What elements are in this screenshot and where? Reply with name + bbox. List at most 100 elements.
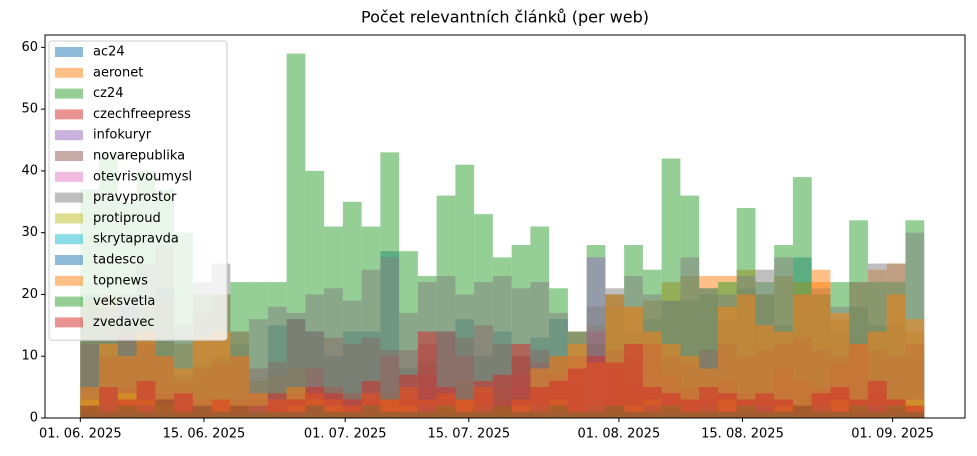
y-tick-label: 30 bbox=[21, 225, 38, 240]
bar bbox=[567, 368, 587, 418]
bar bbox=[192, 405, 212, 418]
legend-swatch bbox=[55, 151, 83, 161]
bar bbox=[380, 399, 400, 418]
bar bbox=[774, 331, 793, 418]
bar bbox=[530, 387, 550, 418]
bar bbox=[436, 387, 456, 418]
bar bbox=[342, 300, 362, 418]
legend-label: czechfreepress bbox=[93, 107, 191, 122]
legend-label: otevrisvoumysl bbox=[93, 169, 192, 184]
bar bbox=[886, 294, 906, 418]
legend-label: ac24 bbox=[93, 45, 125, 60]
bar bbox=[436, 275, 456, 418]
legend-box bbox=[48, 40, 228, 341]
bar bbox=[342, 399, 362, 418]
bar bbox=[811, 282, 831, 418]
bar bbox=[680, 399, 700, 418]
legend-label: veksvetla bbox=[93, 294, 155, 309]
bar bbox=[99, 387, 118, 418]
legend-swatch bbox=[55, 171, 83, 182]
bar bbox=[399, 374, 418, 418]
legend-swatch bbox=[55, 296, 83, 307]
bar bbox=[492, 374, 512, 418]
bar bbox=[755, 393, 775, 418]
bar bbox=[661, 393, 681, 418]
bar bbox=[455, 399, 475, 418]
y-tick-label: 20 bbox=[21, 287, 38, 302]
bar bbox=[155, 399, 175, 418]
y-tick-label: 60 bbox=[21, 40, 38, 55]
x-tick-label: 15. 08. 2025 bbox=[701, 427, 784, 442]
bar bbox=[905, 405, 925, 418]
bar bbox=[305, 387, 325, 418]
legend-swatch bbox=[55, 234, 83, 245]
bar bbox=[286, 399, 306, 418]
legend-label: skrytapravda bbox=[93, 232, 179, 247]
bar bbox=[792, 405, 812, 418]
bar bbox=[192, 337, 212, 418]
legend-label: pravyprostor bbox=[93, 190, 177, 205]
bar bbox=[174, 393, 193, 418]
plot-frame bbox=[44, 34, 966, 419]
bar bbox=[249, 405, 268, 418]
legend-label: protiproud bbox=[93, 211, 161, 226]
x-tick-label: 01. 06. 2025 bbox=[39, 427, 122, 442]
bar bbox=[361, 380, 381, 418]
bar bbox=[267, 393, 287, 418]
bar bbox=[624, 343, 643, 418]
legend-swatch bbox=[55, 255, 83, 265]
bar bbox=[455, 294, 475, 418]
x-tick-label: 01. 07. 2025 bbox=[304, 427, 387, 442]
x-tick-label: 01. 09. 2025 bbox=[851, 427, 934, 442]
legend-swatch bbox=[55, 317, 83, 328]
bar bbox=[867, 380, 887, 418]
legend-label: infokuryr bbox=[93, 128, 152, 143]
bar bbox=[267, 306, 287, 418]
bar bbox=[230, 356, 250, 418]
bars bbox=[80, 53, 925, 418]
bar bbox=[717, 306, 737, 418]
legend-swatch bbox=[55, 275, 83, 286]
legend-swatch bbox=[55, 47, 83, 57]
bar bbox=[717, 393, 737, 418]
bar bbox=[849, 399, 868, 418]
bar bbox=[642, 387, 662, 418]
bar bbox=[136, 380, 156, 418]
x-tick-label: 01. 08. 2025 bbox=[578, 427, 661, 442]
y-tick-label: 10 bbox=[21, 349, 38, 364]
bar bbox=[736, 399, 756, 418]
legend-label: aeronet bbox=[93, 65, 143, 80]
bar bbox=[230, 405, 250, 418]
legend-swatch bbox=[55, 192, 83, 203]
legend-swatch bbox=[55, 213, 83, 224]
bar bbox=[605, 362, 625, 418]
y-tick-label: 40 bbox=[21, 163, 38, 178]
bar bbox=[886, 399, 906, 418]
bar bbox=[811, 393, 831, 418]
y-tick-label: 50 bbox=[21, 102, 38, 117]
legend: ac24 aeronet cz24 czechfreepress infokuryr no… bbox=[48, 40, 228, 341]
bar bbox=[324, 288, 343, 418]
legend-swatch bbox=[55, 88, 83, 99]
chart-title: Počet relevantních článků (per web) bbox=[361, 8, 649, 27]
bar bbox=[549, 380, 568, 418]
legend-label: topnews bbox=[93, 273, 148, 288]
x-tick-label: 15. 06. 2025 bbox=[163, 427, 246, 442]
bar bbox=[699, 387, 718, 418]
bar bbox=[736, 294, 756, 418]
bar bbox=[830, 387, 850, 418]
bar bbox=[117, 399, 137, 418]
bar bbox=[774, 399, 793, 418]
bar bbox=[211, 331, 231, 418]
bar bbox=[380, 257, 400, 418]
y-tick-label: 0 bbox=[30, 411, 38, 426]
bar bbox=[80, 405, 100, 418]
legend-swatch bbox=[55, 130, 83, 141]
bar bbox=[211, 399, 231, 418]
legend-label: zvedavec bbox=[93, 315, 155, 330]
bar bbox=[905, 319, 925, 418]
x-tick-label: 15. 07. 2025 bbox=[427, 427, 510, 442]
legend-label: cz24 bbox=[93, 86, 124, 101]
